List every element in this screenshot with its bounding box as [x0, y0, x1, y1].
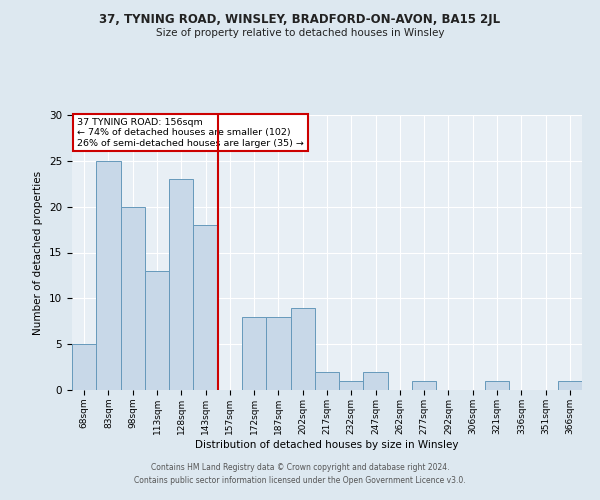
Text: Contains HM Land Registry data © Crown copyright and database right 2024.: Contains HM Land Registry data © Crown c…	[151, 464, 449, 472]
Bar	[121, 206, 145, 390]
Bar	[242, 316, 266, 390]
Bar	[315, 372, 339, 390]
Y-axis label: Number of detached properties: Number of detached properties	[34, 170, 43, 334]
Bar	[169, 179, 193, 390]
Bar	[364, 372, 388, 390]
Bar	[72, 344, 96, 390]
Text: 37, TYNING ROAD, WINSLEY, BRADFORD-ON-AVON, BA15 2JL: 37, TYNING ROAD, WINSLEY, BRADFORD-ON-AV…	[100, 12, 500, 26]
Bar	[145, 271, 169, 390]
Bar	[96, 161, 121, 390]
Text: Size of property relative to detached houses in Winsley: Size of property relative to detached ho…	[156, 28, 444, 38]
Text: Contains public sector information licensed under the Open Government Licence v3: Contains public sector information licen…	[134, 476, 466, 485]
Bar	[193, 225, 218, 390]
Text: 37 TYNING ROAD: 156sqm
← 74% of detached houses are smaller (102)
26% of semi-de: 37 TYNING ROAD: 156sqm ← 74% of detached…	[77, 118, 304, 148]
Bar	[558, 381, 582, 390]
X-axis label: Distribution of detached houses by size in Winsley: Distribution of detached houses by size …	[195, 440, 459, 450]
Bar	[485, 381, 509, 390]
Bar	[290, 308, 315, 390]
Bar	[266, 316, 290, 390]
Bar	[412, 381, 436, 390]
Bar	[339, 381, 364, 390]
